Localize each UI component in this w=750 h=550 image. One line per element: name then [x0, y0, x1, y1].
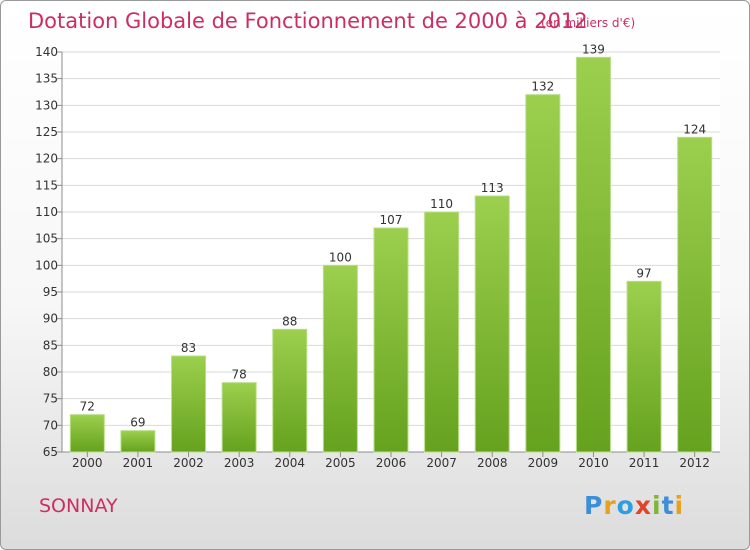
bar: [474, 195, 510, 453]
x-tick-label: 2007: [426, 456, 457, 470]
y-tick-label: 120: [35, 152, 58, 166]
bar-value-label: 132: [531, 80, 554, 94]
bar-value-label: 107: [380, 213, 403, 227]
bar-value-label: 139: [582, 42, 605, 56]
y-tick-label: 115: [35, 178, 58, 192]
logo-letter: i: [674, 491, 685, 520]
x-tick-label: 2003: [224, 456, 255, 470]
bar: [677, 136, 713, 453]
y-tick-label: 70: [43, 418, 58, 432]
x-tick-label: 2009: [528, 456, 559, 470]
y-tick-label: 140: [35, 45, 58, 59]
bar: [120, 430, 156, 453]
bar: [626, 280, 662, 453]
bar-value-label: 124: [683, 122, 706, 136]
bar: [171, 355, 207, 453]
y-tick-label: 95: [43, 285, 58, 299]
bar: [373, 227, 409, 453]
bar-value-label: 100: [329, 250, 352, 264]
bar: [575, 56, 611, 453]
chart-subtitle: (en milliers d'€): [541, 16, 636, 30]
x-tick-label: 2000: [72, 456, 103, 470]
bar: [272, 328, 308, 453]
y-tick-label: 75: [43, 392, 58, 406]
logo-letter: t: [661, 491, 675, 520]
y-tick-label: 110: [35, 205, 58, 219]
proxiti-logo: Proxiti: [584, 491, 684, 520]
logo-letter: P: [584, 491, 604, 520]
bar-value-label: 69: [130, 416, 145, 430]
bar: [525, 94, 561, 453]
logo-letter: x: [634, 491, 652, 520]
y-tick-label: 65: [43, 445, 58, 459]
logo-letter: o: [616, 491, 635, 520]
bar-value-label: 83: [181, 341, 196, 355]
bar: [69, 414, 105, 453]
y-tick-label: 125: [35, 125, 58, 139]
bar-value-label: 72: [80, 400, 95, 414]
bar: [221, 382, 257, 453]
x-tick-label: 2006: [376, 456, 407, 470]
y-tick-label: 100: [35, 258, 58, 272]
chart-title: Dotation Globale de Fonctionnement de 20…: [28, 9, 588, 33]
x-tick-label: 2011: [629, 456, 660, 470]
bar: [322, 264, 358, 453]
logo-letter: i: [652, 491, 662, 520]
y-tick-label: 90: [43, 312, 58, 326]
bar: [424, 211, 460, 453]
x-tick-label: 2001: [123, 456, 154, 470]
x-tick-label: 2010: [578, 456, 609, 470]
y-tick-label: 135: [35, 72, 58, 86]
logo-letter: r: [603, 491, 617, 520]
bar-value-label: 88: [282, 314, 297, 328]
bar-value-label: 78: [232, 368, 247, 382]
x-tick-label: 2008: [477, 456, 508, 470]
bar-value-label: 110: [430, 197, 453, 211]
x-tick-label: 2012: [679, 456, 710, 470]
bar-value-label: 113: [481, 181, 504, 195]
bar-value-label: 97: [636, 266, 651, 280]
x-tick-label: 2002: [173, 456, 204, 470]
y-tick-label: 105: [35, 232, 58, 246]
commune-name: SONNAY: [39, 495, 118, 517]
y-tick-label: 80: [43, 365, 58, 379]
y-tick-label: 85: [43, 338, 58, 352]
x-tick-label: 2005: [325, 456, 356, 470]
y-tick-label: 130: [35, 98, 58, 112]
x-tick-label: 2004: [274, 456, 305, 470]
